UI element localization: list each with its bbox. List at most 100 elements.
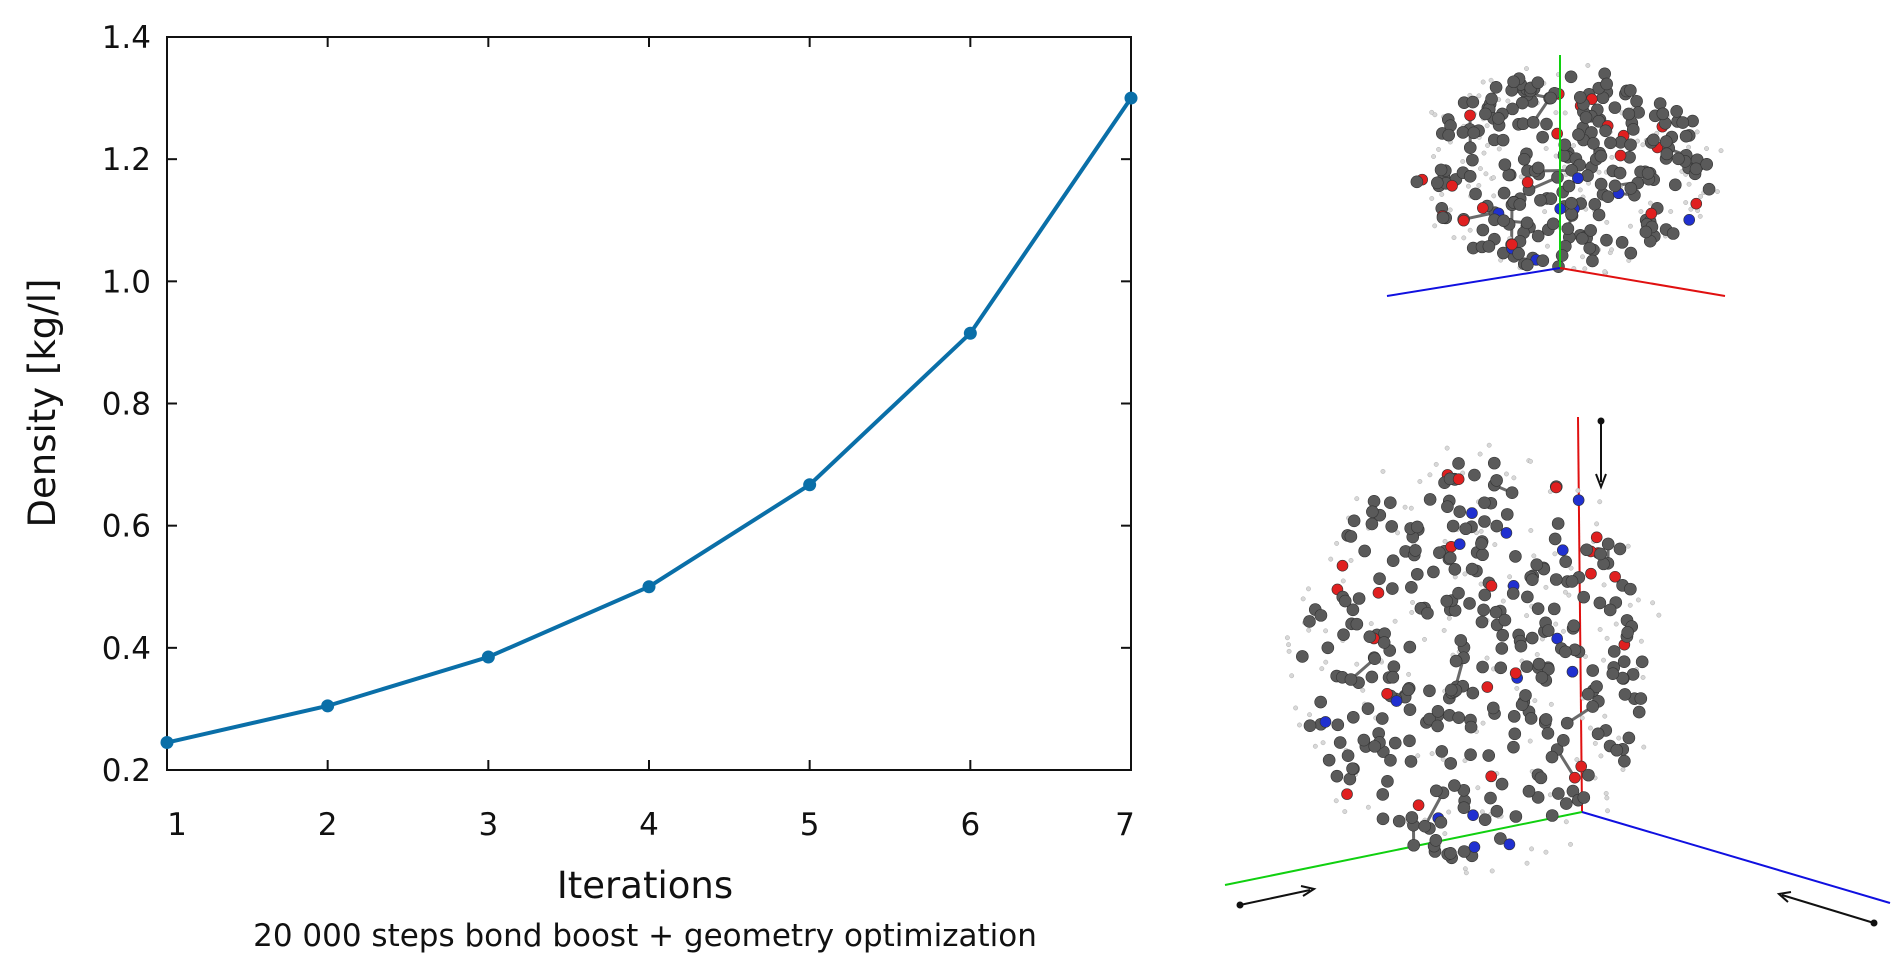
- hydrogen-atom: [1489, 868, 1495, 874]
- carbon-atom: [1350, 617, 1364, 631]
- oxygen-atom: [1381, 688, 1393, 700]
- hydrogen-atom: [1609, 154, 1615, 160]
- carbon-atom: [1514, 639, 1528, 653]
- carbon-atom: [1341, 749, 1355, 762]
- carbon-atom: [1449, 654, 1463, 668]
- hydrogen-atom: [1483, 171, 1489, 177]
- carbon-atom: [1442, 128, 1456, 142]
- carbon-atom: [1486, 701, 1500, 715]
- carbon-atom: [1431, 705, 1445, 718]
- data-point: [481, 650, 495, 664]
- carbon-atom: [1565, 207, 1578, 221]
- hydrogen-atom: [1553, 110, 1559, 116]
- carbon-atom: [1519, 689, 1532, 702]
- molecule-bottom-atoms: [1284, 442, 1662, 876]
- hydrogen-atom: [1463, 870, 1469, 876]
- hydrogen-atom: [1409, 609, 1415, 615]
- data-point: [1124, 91, 1138, 105]
- hydrogen-atom: [1543, 584, 1549, 590]
- x-tick-label: 7: [1115, 807, 1135, 843]
- hydrogen-atom: [1439, 191, 1445, 197]
- carbon-atom: [1444, 757, 1457, 770]
- nitrogen-atom: [1468, 841, 1481, 853]
- carbon-atom: [1363, 630, 1377, 643]
- hydrogen-atom: [1568, 841, 1573, 847]
- y-tick-label: 1.0: [102, 264, 151, 300]
- carbon-atom: [1376, 788, 1390, 801]
- hydrogen-atom: [1625, 543, 1631, 549]
- carbon-atom: [1615, 236, 1629, 249]
- hydrogen-atom: [1542, 209, 1548, 215]
- hydrogen-atom: [1598, 753, 1604, 759]
- arrow-down-icon: [1595, 417, 1607, 490]
- carbon-atom: [1337, 628, 1350, 641]
- carbon-atom: [1492, 112, 1505, 125]
- carbon-atom: [1440, 594, 1454, 608]
- hydrogen-atom: [1579, 715, 1585, 721]
- x-tick-label: 2: [318, 807, 338, 843]
- hydrogen-atom: [1451, 235, 1457, 241]
- hydrogen-atom: [1518, 174, 1524, 180]
- hydrogen-atom: [1415, 753, 1421, 759]
- carbon-atom: [1434, 815, 1448, 829]
- hydrogen-atom: [1602, 713, 1608, 719]
- hydrogen-atom: [1492, 542, 1498, 548]
- carbon-atom: [1572, 128, 1585, 141]
- molecule-top-atoms: [1410, 62, 1724, 276]
- carbon-atom: [1551, 517, 1565, 530]
- y-tick-label: 0.8: [102, 387, 151, 423]
- carbon-atom: [1545, 750, 1559, 764]
- carbon-atom: [1494, 661, 1508, 675]
- hydrogen-atom: [1500, 598, 1506, 604]
- hydrogen-atom: [1333, 798, 1339, 804]
- carbon-atom: [1463, 141, 1477, 154]
- hydrogen-atom: [1320, 740, 1326, 746]
- hydrogen-atom: [1686, 181, 1692, 187]
- oxygen-atom: [1457, 214, 1470, 227]
- y-tick-label: 1.4: [102, 20, 151, 56]
- hydrogen-atom: [1484, 123, 1490, 129]
- carbon-atom: [1535, 671, 1549, 684]
- carbon-atom: [1386, 554, 1400, 567]
- carbon-atom: [1659, 135, 1673, 148]
- axis-line-blue-top: [1386, 267, 1561, 297]
- carbon-atom: [1429, 784, 1443, 798]
- carbon-atom: [1530, 558, 1544, 572]
- oxygen-atom: [1506, 238, 1518, 251]
- x-tick-label: 5: [800, 807, 820, 843]
- hydrogen-atom: [1446, 615, 1452, 621]
- carbon-atom: [1338, 594, 1352, 608]
- carbon-atom: [1552, 787, 1565, 800]
- hydrogen-atom: [1429, 751, 1435, 757]
- nitrogen-atom: [1683, 214, 1696, 226]
- hydrogen-atom: [1529, 846, 1535, 852]
- carbon-atom: [1494, 832, 1507, 845]
- hydrogen-atom: [1571, 143, 1576, 149]
- plot-frame: [166, 36, 1132, 771]
- carbon-atom: [1463, 597, 1476, 610]
- carbon-atom: [1423, 712, 1436, 726]
- carbon-atom: [1392, 814, 1406, 828]
- hydrogen-atom: [1286, 642, 1292, 648]
- hydrogen-atom: [1417, 479, 1423, 484]
- carbon-atom: [1409, 544, 1422, 557]
- hydrogen-atom: [1340, 578, 1346, 584]
- carbon-atom: [1423, 684, 1436, 698]
- hydrogen-atom: [1402, 504, 1408, 510]
- carbon-atom: [1386, 582, 1399, 595]
- carbon-atom: [1303, 615, 1316, 628]
- carbon-atom: [1608, 101, 1622, 114]
- carbon-atom: [1452, 457, 1465, 470]
- hydrogen-atom: [1467, 227, 1473, 233]
- hydrogen-atom: [1505, 98, 1511, 104]
- hydrogen-atom: [1484, 655, 1490, 661]
- carbon-atom: [1476, 223, 1490, 237]
- carbon-atom: [1520, 660, 1534, 673]
- x-tick-label: 6: [960, 807, 980, 843]
- carbon-atom: [1401, 683, 1415, 697]
- carbon-atom: [1314, 609, 1328, 622]
- hydrogen-atom: [1432, 112, 1438, 118]
- carbon-atom: [1676, 116, 1690, 129]
- carbon-atom: [1606, 667, 1620, 681]
- carbon-atom: [1549, 573, 1563, 586]
